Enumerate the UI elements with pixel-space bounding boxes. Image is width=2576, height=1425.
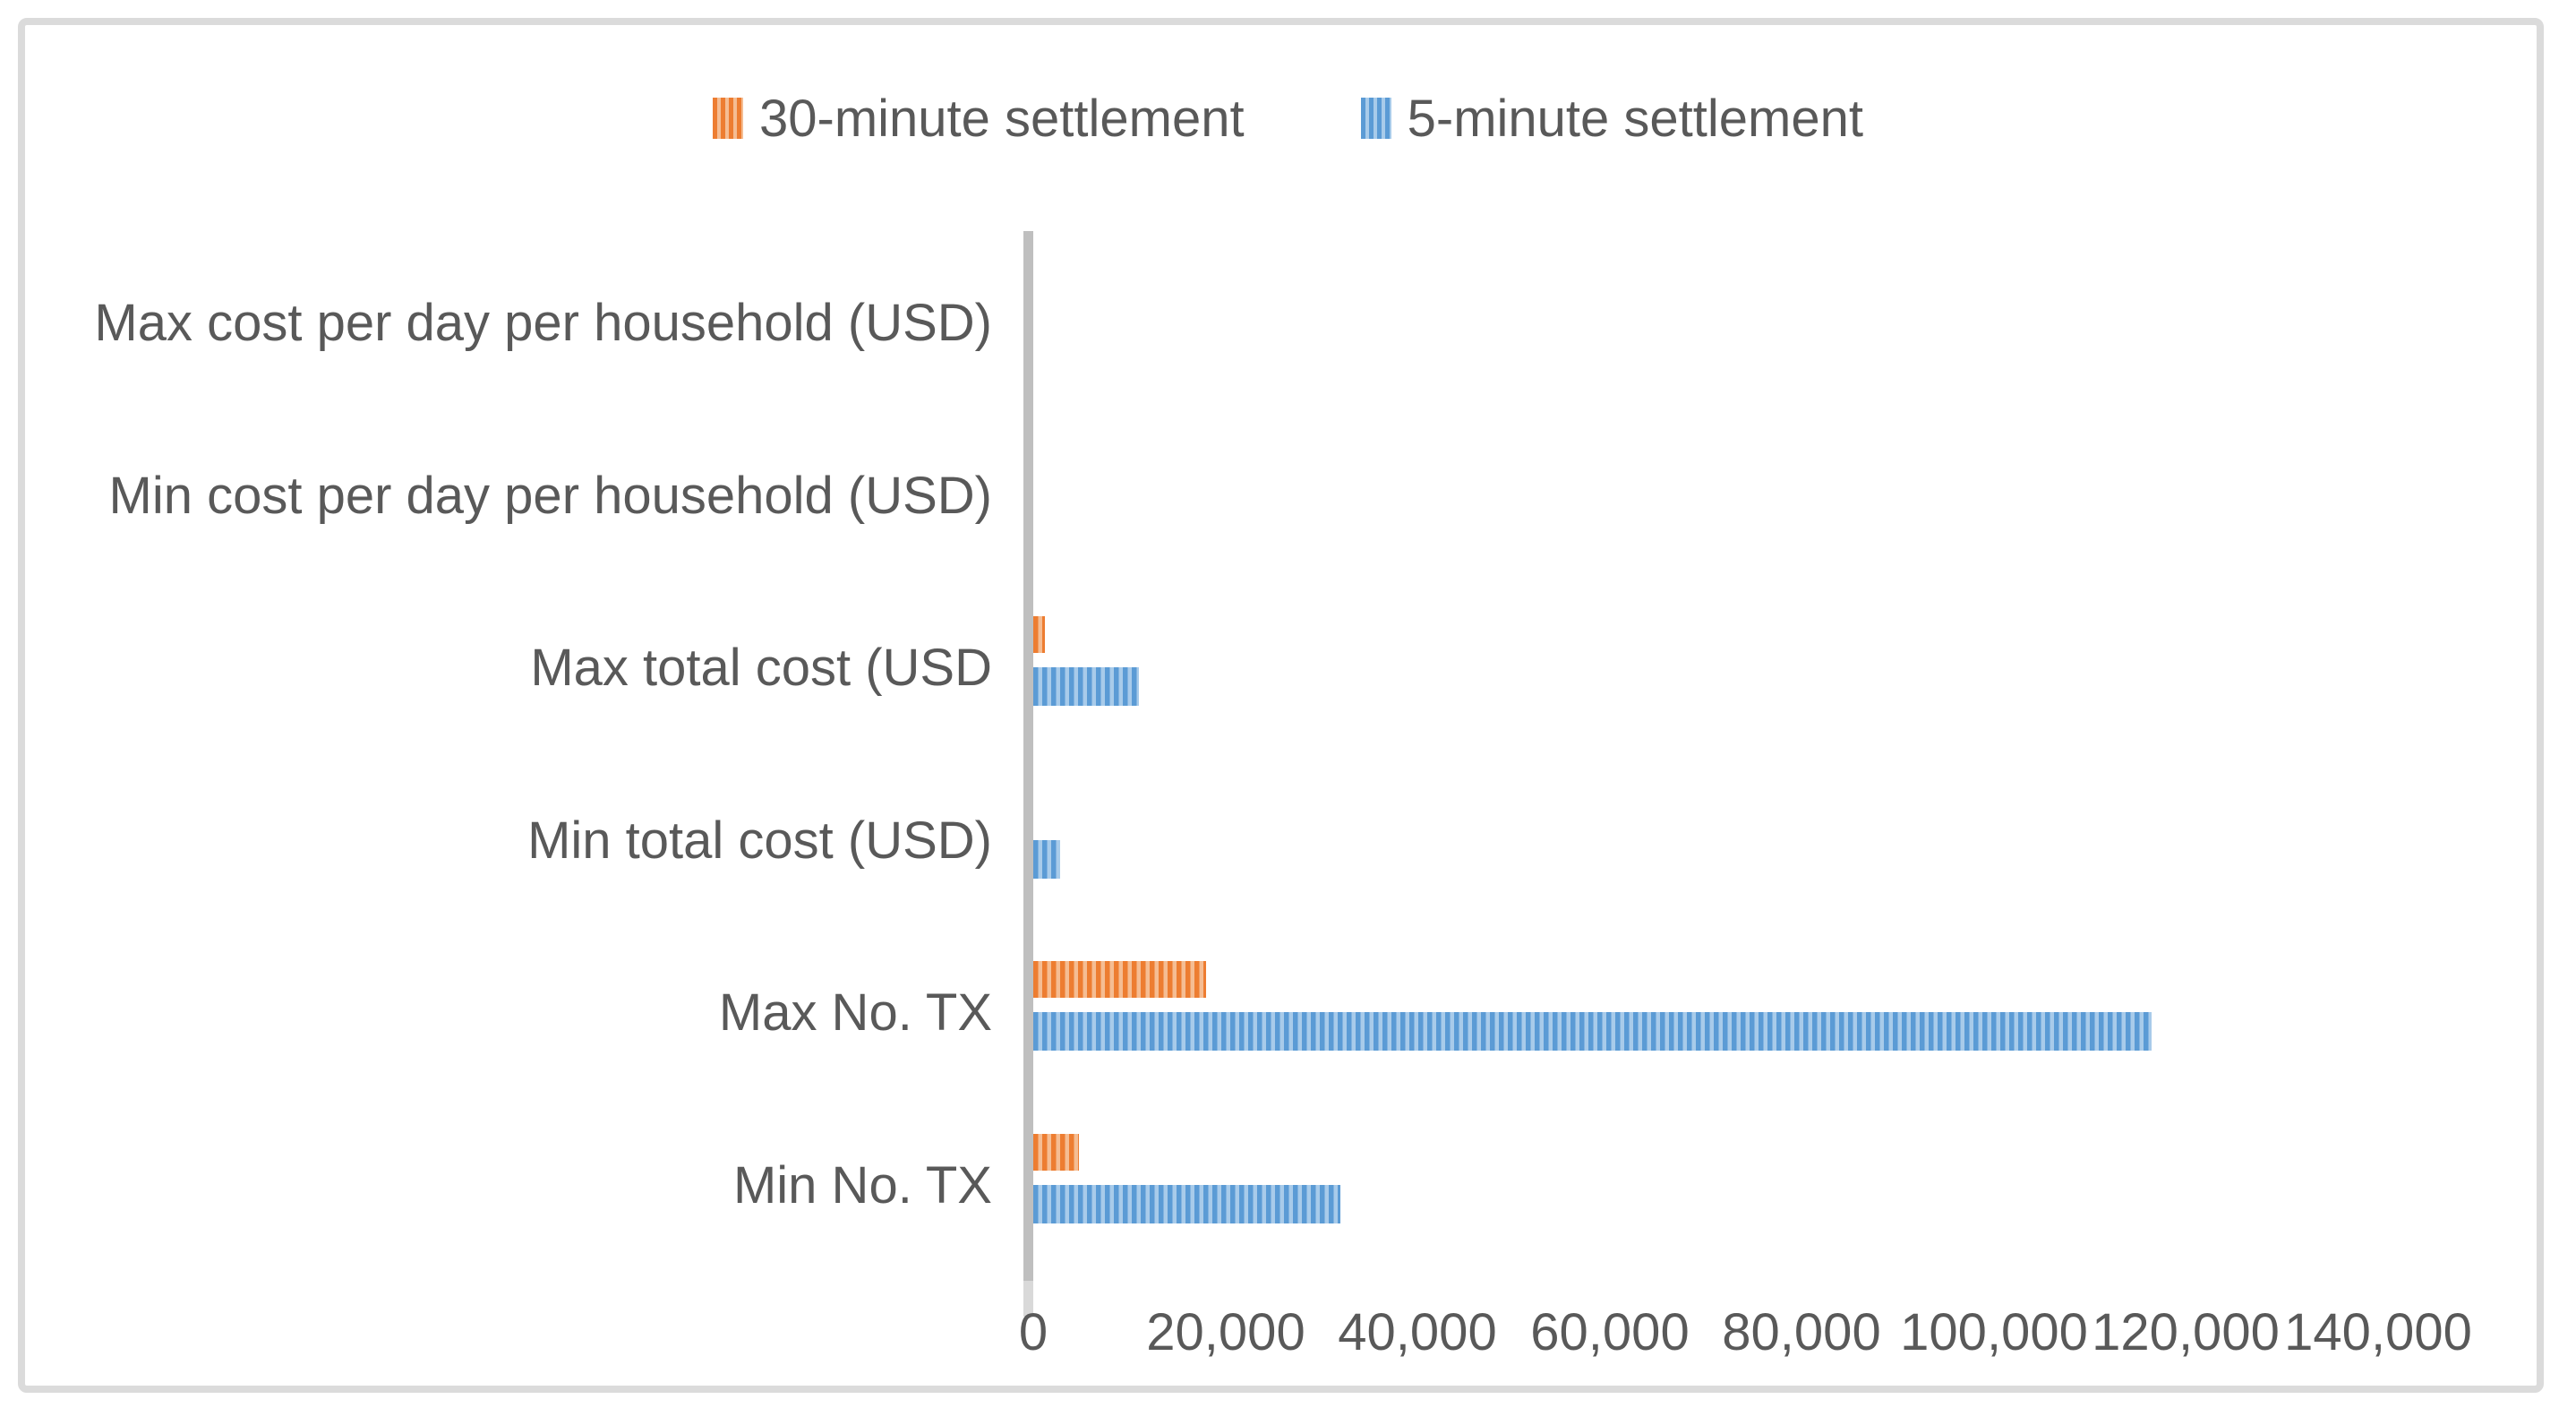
legend-item-30-minute: 30-minute settlement — [713, 82, 1245, 154]
category-label: Min No. TX — [732, 1155, 992, 1215]
bar-30-minute-settlement — [1033, 616, 1045, 654]
legend-label-30-minute: 30-minute settlement — [759, 89, 1245, 148]
legend-item-5-minute: 5-minute settlement — [1360, 82, 1863, 154]
chart-border-frame — [18, 18, 2544, 1393]
y-axis-line — [1023, 231, 1033, 1281]
x-axis-tick-label: 60,000 — [1530, 1303, 1690, 1361]
x-axis-tick-label: 100,000 — [1900, 1303, 2088, 1361]
legend: 30-minute settlement 5-minute settlement — [0, 82, 2576, 154]
category-label: Min total cost (USD) — [527, 811, 992, 870]
x-axis-tick-label: 0 — [1018, 1303, 1048, 1361]
category-label: Max No. TX — [718, 983, 992, 1043]
bar-5-minute-settlement — [1033, 1184, 1340, 1223]
bar-5-minute-settlement — [1033, 1012, 2152, 1052]
legend-swatch-blue-icon — [1360, 98, 1391, 139]
x-axis-tick-label: 80,000 — [1722, 1303, 1881, 1361]
category-label: Max total cost (USD — [530, 639, 992, 698]
x-axis-tick-label: 40,000 — [1338, 1303, 1497, 1361]
bar-30-minute-settlement — [1033, 1133, 1079, 1171]
x-axis-tick-label: 20,000 — [1146, 1303, 1305, 1361]
bar-5-minute-settlement — [1033, 839, 1060, 879]
legend-label-5-minute: 5-minute settlement — [1407, 89, 1863, 148]
x-axis-tick-label: 120,000 — [2092, 1303, 2280, 1361]
category-label: Min cost per day per household (USD) — [108, 466, 992, 525]
category-label: Max cost per day per household (USD) — [94, 294, 992, 353]
legend-swatch-orange-icon — [713, 98, 744, 139]
x-axis-tick-label: 140,000 — [2284, 1303, 2472, 1361]
bar-5-minute-settlement — [1033, 667, 1139, 707]
bar-30-minute-settlement — [1033, 961, 1206, 999]
y-axis-tick-stub — [1023, 1281, 1033, 1317]
